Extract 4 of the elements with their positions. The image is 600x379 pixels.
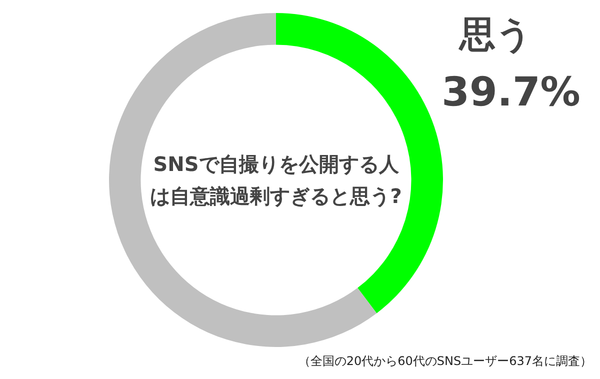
slice-label: 思う (458, 14, 532, 56)
data-label: 39.7% (442, 69, 580, 116)
text: （全国の20代から60代のSNSユーザー637名に調査） (298, 354, 592, 368)
text: SNSで自撮りを公開する人は自意識過剰すぎると思う? (150, 151, 402, 210)
